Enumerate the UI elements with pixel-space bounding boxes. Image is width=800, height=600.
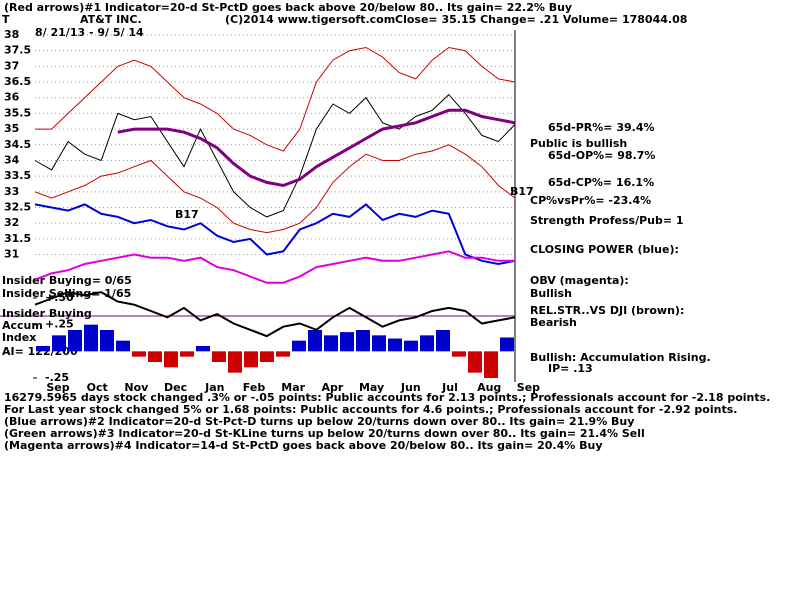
note: Insider Buying= 0/65: [2, 274, 132, 287]
accum-bar: [372, 335, 386, 352]
accum-bar: [404, 340, 418, 352]
accum-bar: [228, 351, 242, 373]
note: 65d-OP%= 98.7%: [548, 149, 655, 162]
accum-bar: [116, 340, 130, 352]
y-tick-label: 34.5: [4, 138, 31, 151]
company: AT&T INC.: [80, 13, 142, 26]
x-tick-label: Jun: [400, 381, 421, 394]
y-tick-label: 33: [4, 185, 19, 198]
accum-bar: [468, 351, 482, 373]
series-line: [34, 93, 516, 218]
y-tick-label: 37: [4, 59, 19, 72]
footer-line: (Magenta arrows)#4 Indicator=14-d St-Pct…: [4, 439, 603, 452]
accum-bar: [244, 351, 258, 368]
symbol: T: [2, 13, 10, 26]
accum-bar: [36, 346, 50, 352]
accum-bar: [500, 337, 514, 352]
quote: Close= 35.15 Change= .21 Volume= 178044.…: [395, 13, 687, 26]
footer-line: (Blue arrows)#2 Indicator=20-d St-Pct-D …: [4, 415, 634, 428]
copyright: (C)2014 www.tigersoft.com: [225, 13, 395, 26]
accum-bar: [308, 330, 322, 352]
y-tick-label: 38: [4, 28, 19, 41]
y-tick-label: 34: [4, 153, 20, 166]
y-tick-label: 32.5: [4, 201, 31, 214]
series-line: [34, 291, 516, 338]
x-tick-label: Mar: [281, 381, 305, 394]
accum-bar: [100, 330, 114, 352]
series-line: [117, 108, 516, 188]
accum-bar: [452, 351, 466, 357]
footer-line: (Green arrows)#3 Indicator=20-d St-KLine…: [4, 427, 645, 440]
series-line: [34, 250, 515, 284]
accum-bar: [84, 324, 98, 352]
accum-bar: [196, 346, 210, 352]
accum-tick-label: -.25: [45, 371, 69, 384]
accum-tick-label: +.50: [45, 291, 74, 304]
x-tick-label: Sep: [46, 381, 69, 394]
date-range: 8/ 21/13 - 9/ 5/ 14: [35, 26, 144, 39]
note: Bearish: [530, 316, 577, 329]
note: 65d-CP%= 16.1%: [548, 176, 654, 189]
note: CP%vsPr%= -23.4%: [530, 194, 651, 207]
y-tick-label: 36.5: [4, 75, 31, 88]
accum-bar: [356, 330, 370, 352]
note: IP= .13: [548, 362, 593, 375]
accum-bar: [212, 351, 226, 362]
y-tick-label: 36: [4, 91, 20, 104]
x-tick-label: Oct: [87, 381, 108, 394]
y-tick-label: 37.5: [4, 44, 31, 57]
accum-bar: [484, 351, 498, 378]
accum-bar: [292, 340, 306, 352]
y-tick-label: 35: [4, 122, 19, 135]
series-line: [34, 144, 516, 234]
x-tick-label: Jul: [441, 381, 458, 394]
y-tick-label: 33.5: [4, 169, 31, 182]
accum-bar: [164, 351, 178, 368]
x-tick-label: Apr: [321, 381, 343, 394]
note: 65d-PR%= 39.4%: [548, 121, 655, 134]
accum-bar: [420, 335, 434, 352]
accum-bar: [132, 351, 146, 357]
accum-bar: [340, 332, 354, 352]
x-tick-label: Jan: [204, 381, 224, 394]
note: OBV (magenta):: [530, 274, 629, 287]
note: REL.STR..VS DJI (brown):: [530, 304, 684, 317]
x-tick-label: May: [359, 381, 384, 394]
series-line: [34, 203, 516, 266]
x-tick-label: Dec: [164, 381, 187, 394]
x-tick-label: Aug: [477, 381, 501, 394]
note: Index: [2, 331, 36, 344]
note: Strength Profess/Pub= 1: [530, 214, 684, 227]
note: Accum: [2, 319, 43, 332]
accum-bar: [388, 338, 402, 352]
accum-tick-label: +.25: [45, 318, 74, 331]
note: Insider Buying: [2, 307, 92, 320]
y-tick-label: 32: [4, 216, 19, 229]
footer-line: For Last year stock changed 5% or 1.68 p…: [4, 403, 737, 416]
accum-bar: [180, 351, 194, 357]
note: B17: [510, 185, 534, 198]
accum-bar: [276, 351, 290, 357]
header: (Red arrows)#1 Indicator=20-d St-PctD go…: [4, 1, 572, 14]
x-tick-label: Feb: [243, 381, 266, 394]
accum-bar: [68, 330, 82, 352]
accum-bar: [436, 330, 450, 352]
accum-bar: [324, 335, 338, 352]
y-tick-label: 31.5: [4, 232, 31, 245]
note: CLOSING POWER (blue):: [530, 243, 679, 256]
x-tick-label: Sep: [517, 381, 540, 394]
footer-line: 16279.5965 days stock changed .3% or -.0…: [4, 391, 770, 404]
note: Bullish: [530, 287, 572, 300]
accum-bar: [52, 335, 66, 352]
accum-bar: [148, 351, 162, 362]
x-tick-label: Nov: [124, 381, 149, 394]
note: Bullish: Accumulation Rising.: [530, 351, 711, 364]
series-line: [35, 46, 516, 152]
y-tick-label: 31: [4, 248, 19, 261]
accum-bar: [260, 351, 274, 362]
note: B17: [175, 208, 199, 221]
y-tick-label: 35.5: [4, 106, 31, 119]
note: Public is bullish: [530, 137, 627, 150]
